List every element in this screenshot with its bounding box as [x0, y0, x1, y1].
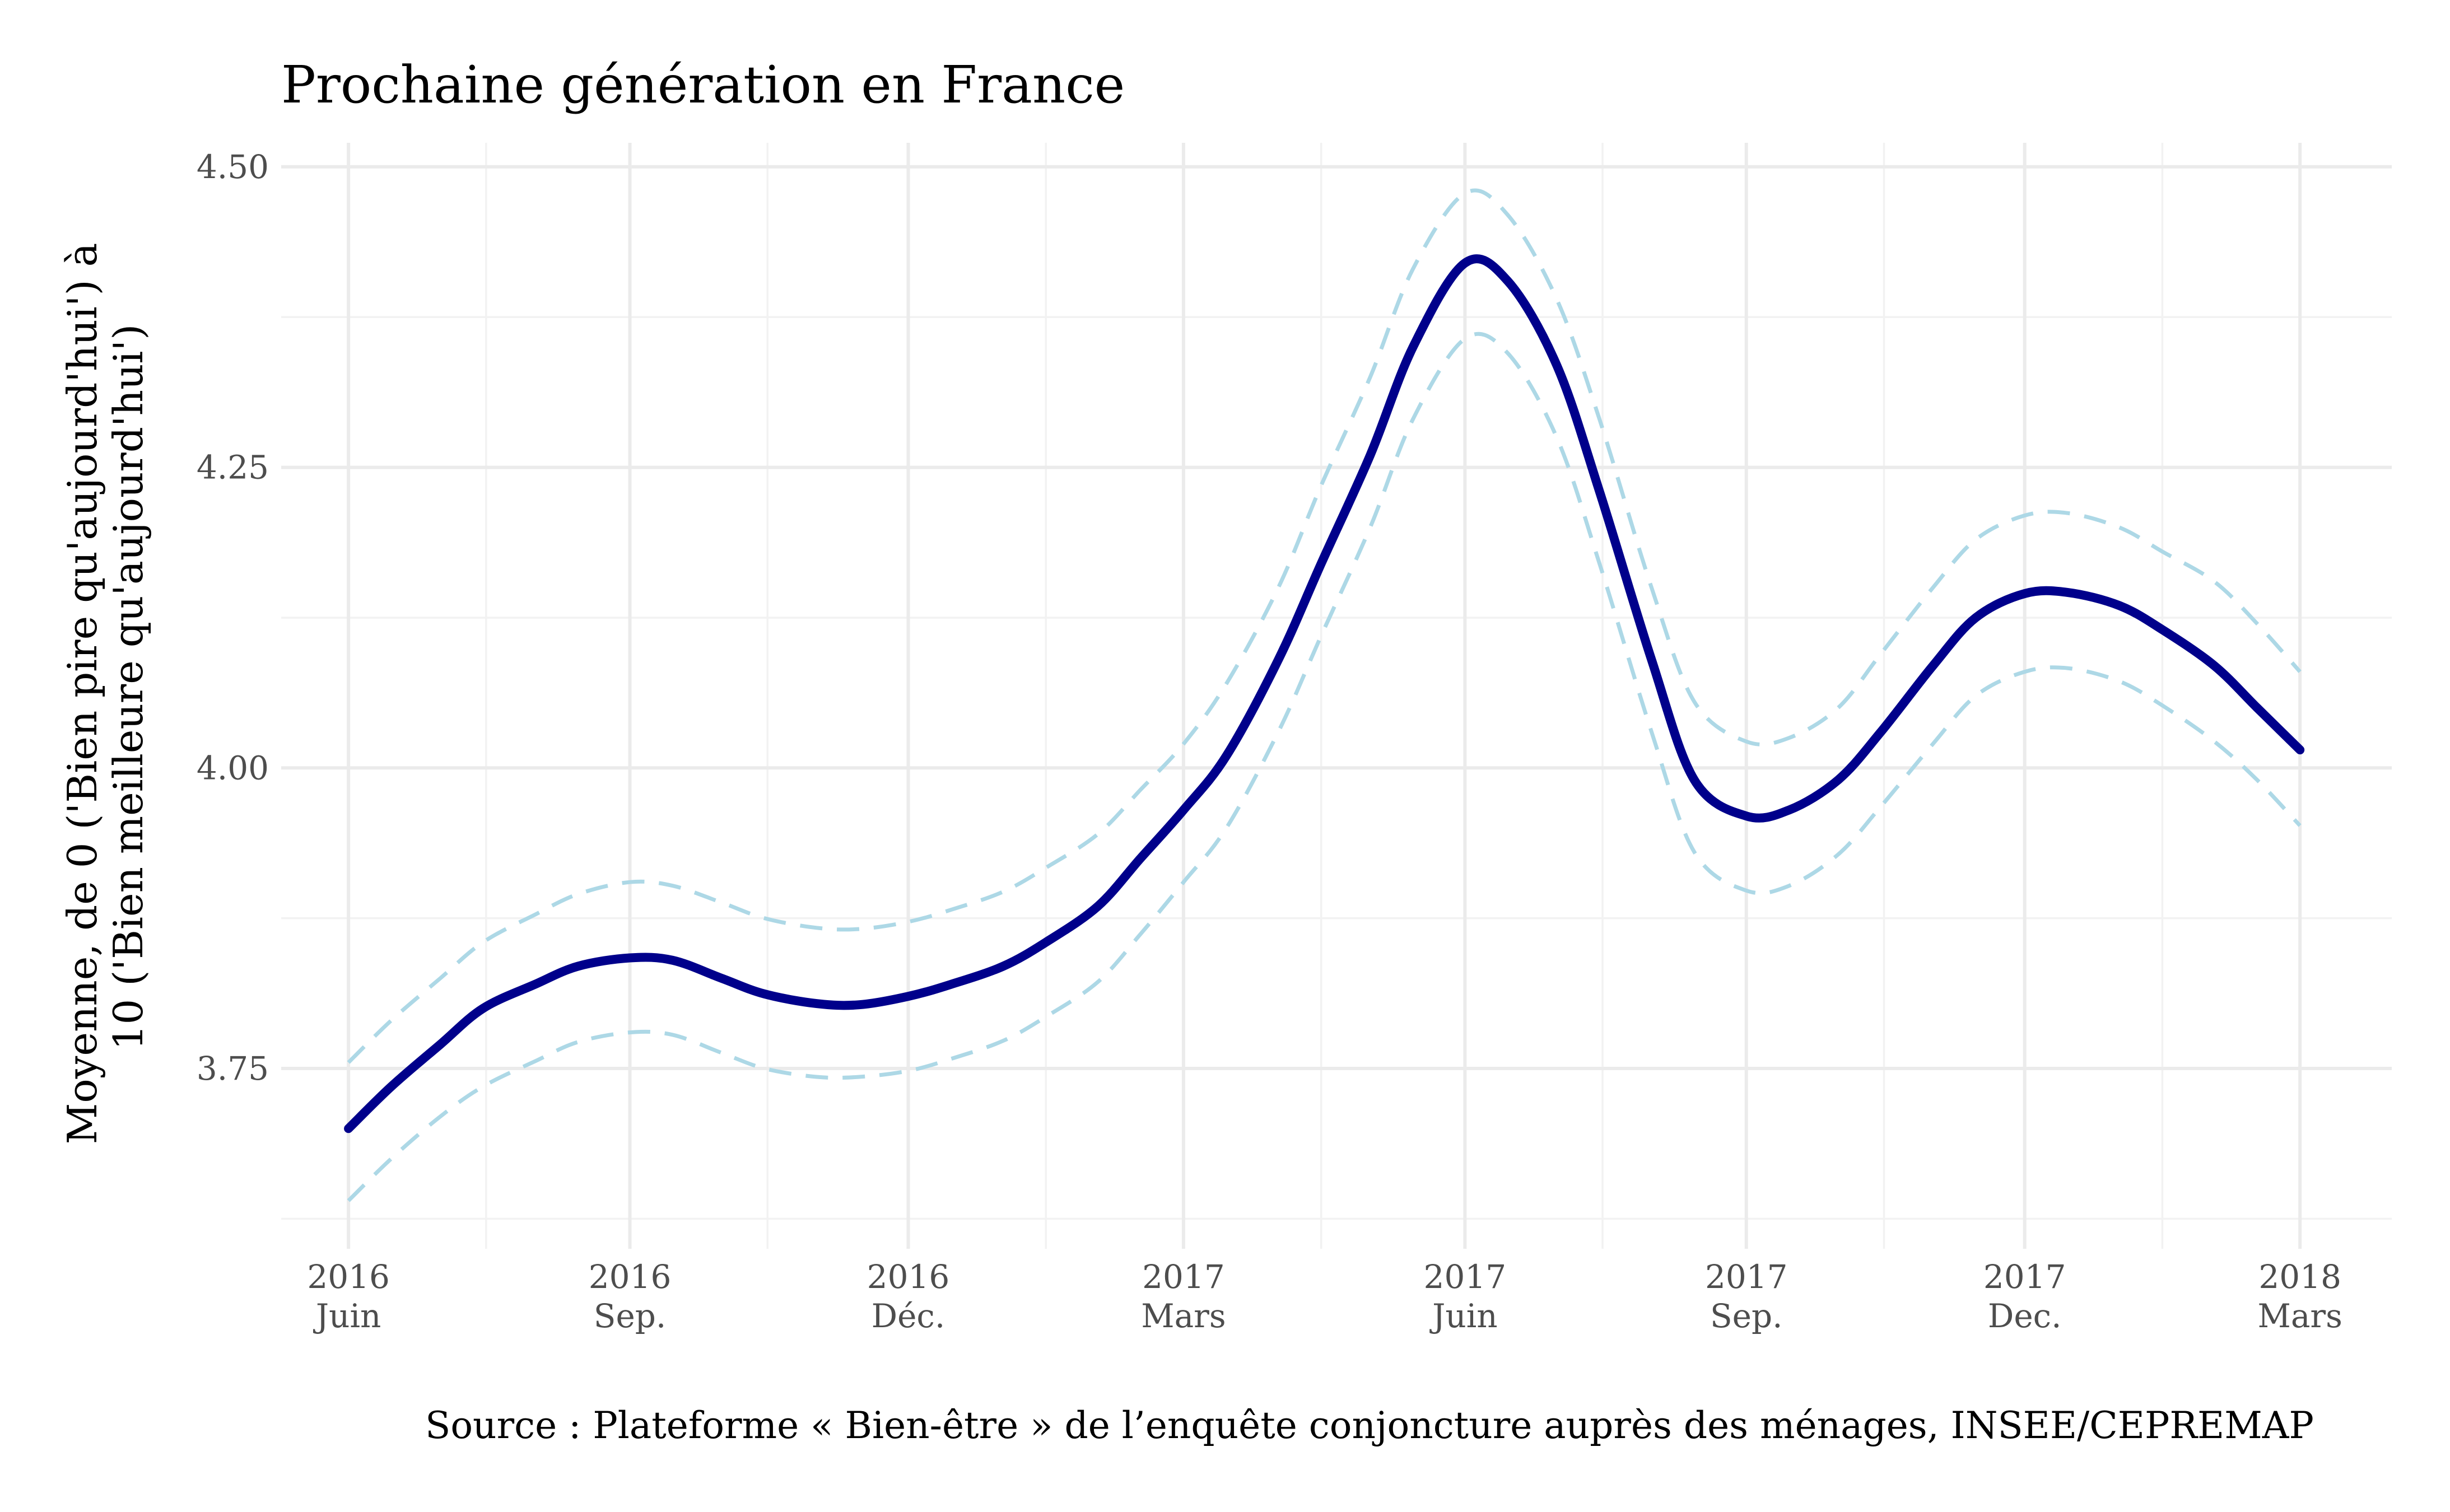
x-tick-label-year: 2016 — [307, 1258, 390, 1296]
x-tick-label-year: 2017 — [1424, 1258, 1507, 1296]
x-tick-label-month: Sep. — [1710, 1297, 1783, 1335]
chart-title: Prochaine génération en France — [281, 55, 1125, 115]
x-tick-label-year: 2017 — [1142, 1258, 1225, 1296]
y-axis-label-line-1: Moyenne, de 0 ('Bien pire qu'aujourd'hui… — [59, 243, 106, 1145]
x-tick-label-month: Mars — [1141, 1297, 1226, 1335]
x-tick-label-year: 2018 — [2258, 1258, 2341, 1296]
grid-major-x — [347, 143, 2302, 1249]
y-tick-label: 3.75 — [197, 1049, 269, 1088]
grid-minor-x — [485, 143, 2164, 1249]
x-tick-label-month: Dec. — [1988, 1297, 2062, 1335]
x-tick-label-year: 2016 — [589, 1258, 672, 1296]
y-axis-label-line-2: 10 ('Bien meilleure qu'aujourd'hui') — [105, 324, 152, 1051]
x-tick-label-month: Mars — [2257, 1297, 2342, 1335]
x-tick-label-year: 2016 — [867, 1258, 950, 1296]
x-tick-label-month: Juin — [1429, 1297, 1498, 1335]
grid-minor-y — [281, 316, 2392, 1220]
x-tick-label-year: 2017 — [1983, 1258, 2066, 1296]
series-layer — [344, 188, 2305, 1202]
y-tick-label: 4.00 — [197, 749, 269, 787]
x-tick-label-month: Sep. — [594, 1297, 667, 1335]
y-axis-ticks: 3.75 4.00 4.25 4.50 — [197, 148, 269, 1088]
x-tick-label-month: Juin — [313, 1297, 381, 1335]
lower-bound-line — [347, 332, 2302, 1202]
y-axis-label: Moyenne, de 0 ('Bien pire qu'aujourd'hui… — [59, 230, 152, 1145]
x-tick-label-month: Déc. — [872, 1297, 945, 1335]
grid-major-y — [281, 165, 2392, 1070]
y-tick-label: 4.25 — [197, 449, 269, 487]
source-caption: Source : Plateforme « Bien-être » de l’e… — [425, 1404, 2314, 1447]
estimate-line — [344, 254, 2305, 1133]
upper-bound-line — [347, 188, 2302, 1064]
y-tick-label: 4.50 — [197, 148, 269, 186]
x-tick-label-year: 2017 — [1705, 1258, 1788, 1296]
x-axis-ticks: 2016Juin2016Sep.2016Déc.2017Mars2017Juin… — [307, 1258, 2342, 1335]
